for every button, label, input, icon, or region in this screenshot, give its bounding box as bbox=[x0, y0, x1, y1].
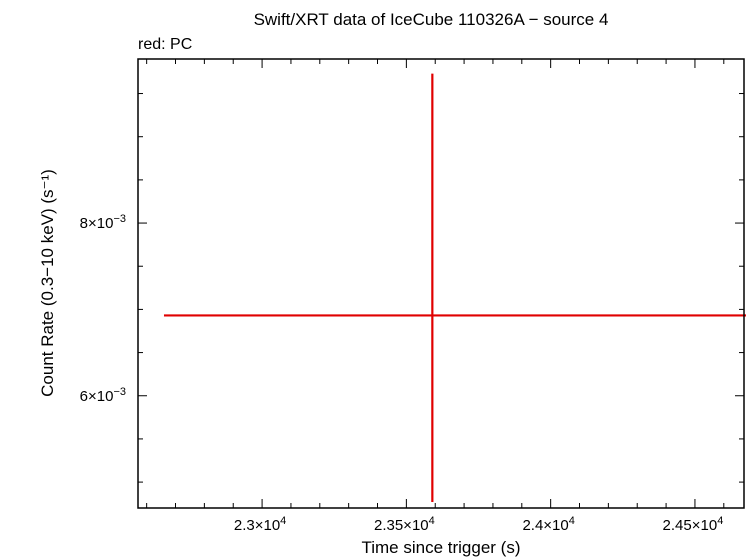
x-tick-label: 2.3×104 bbox=[234, 515, 286, 534]
y-tick-label: 8×10−3 bbox=[80, 213, 126, 232]
y-axis-label: Count Rate (0.3−10 keV) (s⁻¹) bbox=[38, 169, 57, 397]
plot-frame bbox=[137, 58, 745, 509]
chart-title: Swift/XRT data of IceCube 110326A − sour… bbox=[254, 10, 609, 29]
x-ticks: 2.3×104 2.35×104 2.4×104 2.45×104 bbox=[146, 59, 725, 534]
data-point bbox=[163, 73, 746, 502]
x-tick-label: 2.4×104 bbox=[522, 515, 574, 534]
y-ticks: 6×10−3 8×10−3 bbox=[80, 93, 744, 483]
x-tick-label: 2.35×104 bbox=[374, 515, 435, 534]
y-tick-label: 6×10−3 bbox=[80, 386, 126, 405]
x-tick-label: 2.45×104 bbox=[663, 515, 724, 534]
chart-subtitle: red: PC bbox=[138, 36, 192, 53]
data-points bbox=[163, 73, 746, 502]
x-axis-label: Time since trigger (s) bbox=[361, 538, 520, 557]
